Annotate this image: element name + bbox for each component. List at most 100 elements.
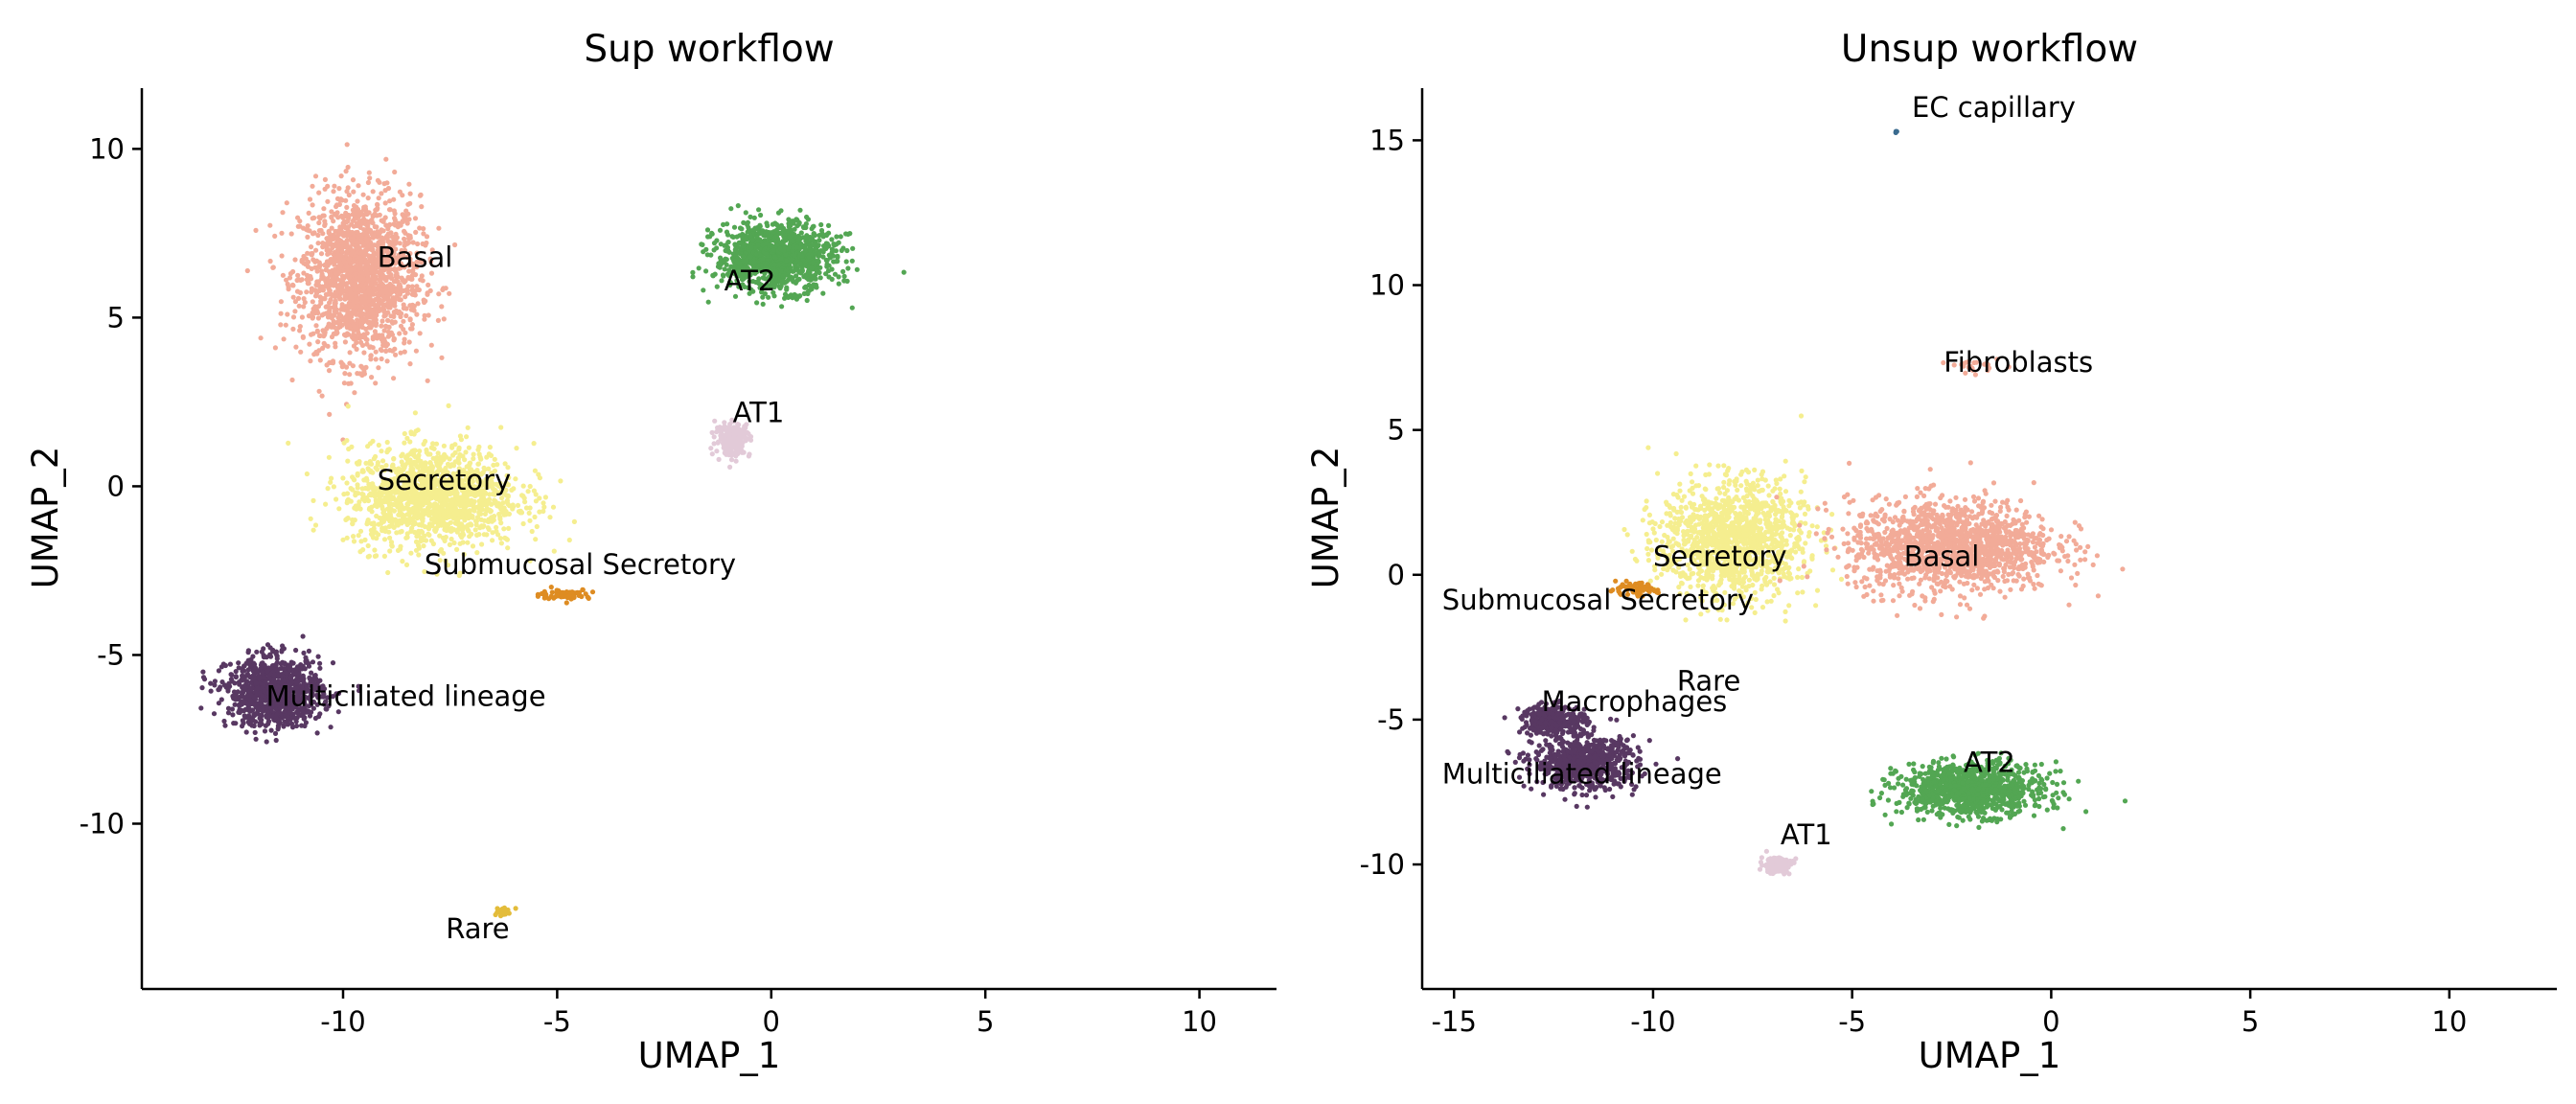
scatter-point bbox=[379, 356, 384, 362]
scatter-point bbox=[221, 718, 227, 724]
scatter-point bbox=[756, 207, 762, 213]
scatter-point bbox=[422, 312, 427, 318]
scatter-point bbox=[531, 441, 537, 447]
scatter-point bbox=[351, 223, 356, 229]
scatter-point bbox=[718, 426, 724, 431]
scatter-point bbox=[724, 232, 731, 238]
scatter-point bbox=[442, 527, 448, 533]
scatter-point bbox=[461, 507, 467, 513]
scatter-point bbox=[371, 291, 377, 297]
scatter-point bbox=[366, 319, 373, 325]
scatter-point bbox=[356, 461, 362, 467]
scatter-point bbox=[401, 318, 406, 324]
scatter-point bbox=[770, 238, 776, 243]
scatter-point bbox=[413, 547, 420, 553]
scatter-point bbox=[771, 254, 778, 260]
scatter-point bbox=[386, 324, 392, 330]
scatter-point bbox=[548, 585, 554, 590]
scatter-point bbox=[778, 208, 784, 214]
scatter-point bbox=[373, 530, 379, 536]
scatter-point bbox=[748, 254, 753, 260]
scatter-point bbox=[327, 305, 333, 310]
scatter-point bbox=[341, 257, 347, 263]
scatter-point bbox=[307, 341, 312, 347]
scatter-point bbox=[347, 256, 353, 262]
scatter-point bbox=[766, 242, 772, 248]
scatter-point bbox=[735, 250, 741, 256]
scatter-point bbox=[801, 290, 808, 296]
scatter-point bbox=[314, 268, 320, 274]
scatter-point bbox=[292, 299, 298, 305]
scatter-point bbox=[816, 238, 822, 243]
scatter-point bbox=[547, 515, 553, 520]
scatter-point bbox=[388, 275, 395, 282]
scatter-point bbox=[332, 300, 337, 306]
scatter-point bbox=[583, 591, 588, 597]
scatter-point bbox=[310, 527, 316, 533]
scatter-point bbox=[412, 506, 418, 512]
scatter-point bbox=[354, 215, 359, 220]
scatter-point bbox=[384, 358, 390, 364]
scatter-point bbox=[309, 332, 314, 337]
scatter-point bbox=[417, 514, 423, 519]
scatter-point bbox=[441, 316, 447, 322]
scatter-point bbox=[400, 451, 405, 457]
scatter-point bbox=[467, 534, 472, 540]
scatter-point bbox=[423, 298, 428, 304]
scatter-point bbox=[476, 451, 482, 457]
scatter-point bbox=[381, 498, 387, 504]
scatter-point bbox=[296, 303, 302, 309]
scatter-point bbox=[317, 333, 323, 338]
scatter-point bbox=[778, 256, 784, 262]
scatter-point bbox=[404, 220, 410, 226]
scatter-point bbox=[340, 362, 346, 368]
scatter-point bbox=[324, 362, 330, 368]
scatter-point bbox=[358, 339, 364, 345]
scatter-point bbox=[387, 548, 393, 554]
scatter-point bbox=[321, 206, 327, 212]
scatter-point bbox=[834, 234, 840, 240]
scatter-point bbox=[395, 273, 401, 279]
scatter-point bbox=[286, 287, 291, 292]
scatter-point bbox=[376, 365, 381, 371]
scatter-point bbox=[327, 411, 333, 417]
scatter-point bbox=[391, 196, 397, 202]
scatter-point bbox=[818, 221, 824, 228]
scatter-point bbox=[316, 190, 322, 196]
scatter-point bbox=[377, 179, 382, 185]
scatter-point bbox=[760, 301, 766, 307]
scatter-point bbox=[784, 258, 790, 264]
scatter-point bbox=[370, 275, 376, 281]
scatter-point bbox=[333, 228, 338, 234]
scatter-point bbox=[345, 403, 351, 409]
scatter-point bbox=[456, 521, 462, 527]
scatter-point bbox=[384, 180, 390, 186]
scatter-point bbox=[406, 511, 412, 518]
scatter-point bbox=[447, 514, 452, 519]
scatter-point bbox=[527, 483, 533, 490]
scatter-point bbox=[410, 240, 416, 245]
scatter-point bbox=[745, 222, 750, 228]
scatter-point bbox=[335, 246, 341, 252]
scatter-point bbox=[363, 269, 369, 275]
scatter-point bbox=[374, 213, 380, 218]
scatter-point bbox=[321, 284, 328, 289]
scatter-point bbox=[429, 247, 435, 253]
scatter-point bbox=[407, 361, 413, 367]
scatter-point bbox=[325, 183, 331, 189]
scatter-point bbox=[306, 313, 311, 319]
scatter-point bbox=[359, 316, 366, 322]
scatter-point bbox=[344, 219, 350, 225]
scatter-point bbox=[710, 273, 716, 279]
scatter-point bbox=[806, 254, 813, 260]
scatter-point bbox=[279, 230, 285, 236]
scatter-point bbox=[272, 345, 278, 351]
scatter-point bbox=[479, 523, 485, 529]
scatter-point bbox=[347, 350, 353, 356]
scatter-point bbox=[786, 244, 792, 250]
scatter-point bbox=[335, 215, 341, 220]
scatter-point bbox=[696, 265, 702, 271]
scatter-point bbox=[414, 311, 420, 317]
scatter-point bbox=[344, 264, 350, 269]
scatter-point bbox=[454, 511, 460, 517]
